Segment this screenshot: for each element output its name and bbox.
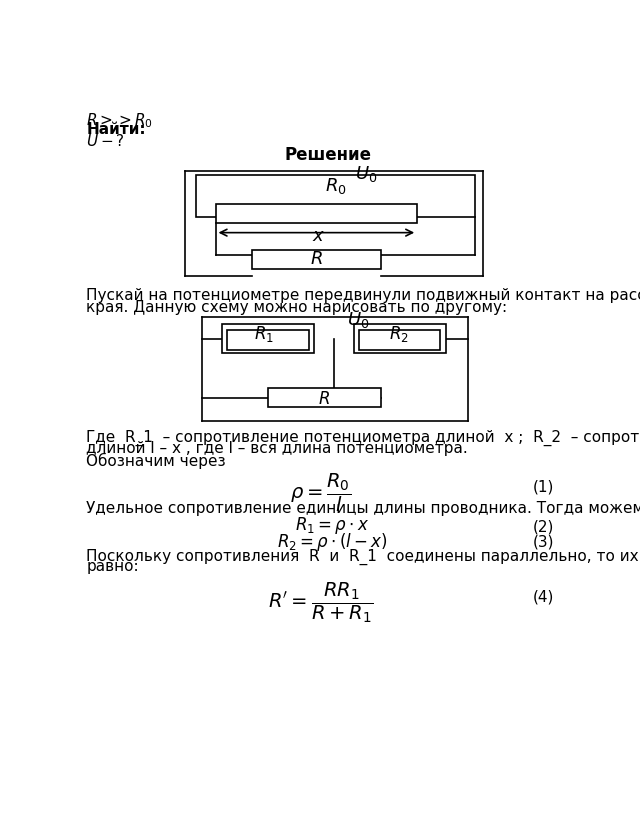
Bar <box>268 388 381 407</box>
Text: $R^{\prime} = \dfrac{RR_1}{R + R_1}$: $R^{\prime} = \dfrac{RR_1}{R + R_1}$ <box>268 580 373 625</box>
Text: длиной l – x , где l – вся длина потенциометра.: длиной l – x , где l – вся длина потенци… <box>86 442 468 456</box>
Text: Обозначим через: Обозначим через <box>86 453 226 469</box>
Text: Где  R_1  – сопротивление потенциометра длиной  x ;  R_2  – сопротивление потенц: Где R_1 – сопротивление потенциометра дл… <box>86 430 640 446</box>
Text: $U - ?$: $U - ?$ <box>86 134 125 149</box>
Text: $R >> R_0$: $R >> R_0$ <box>86 111 153 129</box>
Text: (2): (2) <box>533 519 554 534</box>
Text: $R$: $R$ <box>310 250 323 267</box>
Text: $R_2 = \rho \cdot (l - x)$: $R_2 = \rho \cdot (l - x)$ <box>276 530 387 553</box>
Text: $U_0$: $U_0$ <box>348 310 370 330</box>
Text: (4): (4) <box>533 590 554 605</box>
Text: $\rho = \dfrac{R_0}{l}$: $\rho = \dfrac{R_0}{l}$ <box>290 471 351 514</box>
Bar <box>222 324 314 352</box>
Bar <box>216 204 417 224</box>
Text: равно:: равно: <box>86 559 139 574</box>
Bar <box>359 330 440 351</box>
Text: Поскольку сопротивления  R  и  R_1  соединены параллельно, то их общее сопротивл: Поскольку сопротивления R и R_1 соединен… <box>86 548 640 565</box>
Text: (3): (3) <box>532 534 554 549</box>
Text: (1): (1) <box>533 479 554 494</box>
Bar <box>196 175 476 217</box>
Text: Найти:: Найти: <box>86 122 146 137</box>
Text: $R_0$: $R_0$ <box>325 176 347 196</box>
Text: $R$: $R$ <box>318 390 330 407</box>
Text: $x$: $x$ <box>312 227 325 245</box>
Text: $R_2$: $R_2$ <box>389 323 409 343</box>
Text: края. Данную схему можно нарисовать по другому:: края. Данную схему можно нарисовать по д… <box>86 300 508 315</box>
Bar <box>227 330 308 351</box>
Text: $U_0$: $U_0$ <box>355 164 378 184</box>
Bar <box>252 250 381 269</box>
Text: Удельное сопротивление единицы длины проводника. Тогда можем записать, что:: Удельное сопротивление единицы длины про… <box>86 501 640 515</box>
Text: $R_1 = \rho \cdot x$: $R_1 = \rho \cdot x$ <box>295 515 369 536</box>
Text: Решение: Решение <box>285 146 371 164</box>
Text: Пускай на потенциометре передвинули подвижный контакт на расстояние  x  от его л: Пускай на потенциометре передвинули подв… <box>86 288 640 303</box>
Text: $R_1$: $R_1$ <box>255 323 275 343</box>
Bar <box>353 324 446 352</box>
